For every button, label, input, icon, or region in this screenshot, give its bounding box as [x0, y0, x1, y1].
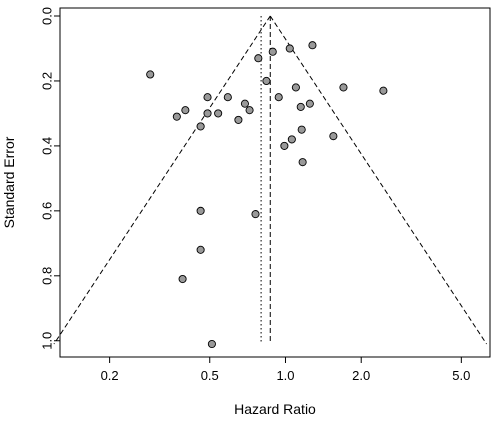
data-point	[254, 54, 263, 63]
y-tick-label: 0.0	[40, 7, 55, 25]
data-point	[297, 125, 306, 134]
data-point	[203, 109, 212, 118]
data-point	[214, 109, 223, 118]
x-tick-label: 5.0	[452, 368, 470, 383]
data-point	[305, 99, 314, 108]
y-tick-label: 0.4	[40, 137, 55, 155]
y-tick-label: 0.2	[40, 72, 55, 90]
data-point	[196, 122, 205, 131]
data-point	[207, 339, 216, 349]
x-axis: 0.2 0.5 1.0 2.0 5.0	[101, 356, 470, 383]
data-point	[339, 83, 348, 92]
funnel-right-line	[269, 15, 487, 345]
data-point	[287, 135, 296, 144]
reference-lines	[53, 15, 487, 345]
data-point	[285, 44, 294, 53]
y-tick-label: 1.0	[40, 332, 55, 350]
funnel-left-line	[53, 15, 271, 345]
data-point	[234, 115, 243, 124]
data-point	[262, 76, 271, 86]
data-point	[274, 93, 283, 102]
data-point	[298, 158, 307, 167]
data-point	[240, 99, 249, 108]
data-point	[196, 245, 205, 254]
x-axis-title: Hazard Ratio	[234, 401, 316, 417]
data-point	[203, 93, 212, 102]
plot-frame	[59, 7, 491, 358]
data-point	[379, 86, 388, 95]
y-axis-title: Standard Error	[1, 136, 17, 228]
y-tick-label: 0.8	[40, 267, 55, 285]
data-points	[146, 41, 388, 349]
x-tick-label: 0.5	[201, 368, 219, 383]
data-point	[329, 132, 338, 141]
data-point	[245, 106, 254, 115]
data-point	[223, 93, 232, 102]
y-tick-label: 0.6	[40, 202, 55, 220]
x-tick-label: 0.2	[101, 368, 119, 383]
data-point	[308, 41, 317, 50]
data-point	[181, 106, 190, 115]
x-tick-label: 1.0	[276, 368, 294, 383]
data-point	[296, 102, 305, 111]
data-point	[196, 206, 205, 215]
data-point	[291, 83, 300, 92]
plot-border	[59, 7, 491, 358]
data-point	[268, 47, 277, 56]
data-point	[146, 70, 155, 79]
data-point	[280, 141, 289, 150]
data-point	[178, 274, 187, 284]
y-axis: 0.0 0.2 0.4 0.6 0.8 1.0	[40, 7, 61, 350]
x-tick-label: 2.0	[352, 368, 370, 383]
data-point	[251, 210, 260, 219]
data-point	[172, 112, 181, 121]
